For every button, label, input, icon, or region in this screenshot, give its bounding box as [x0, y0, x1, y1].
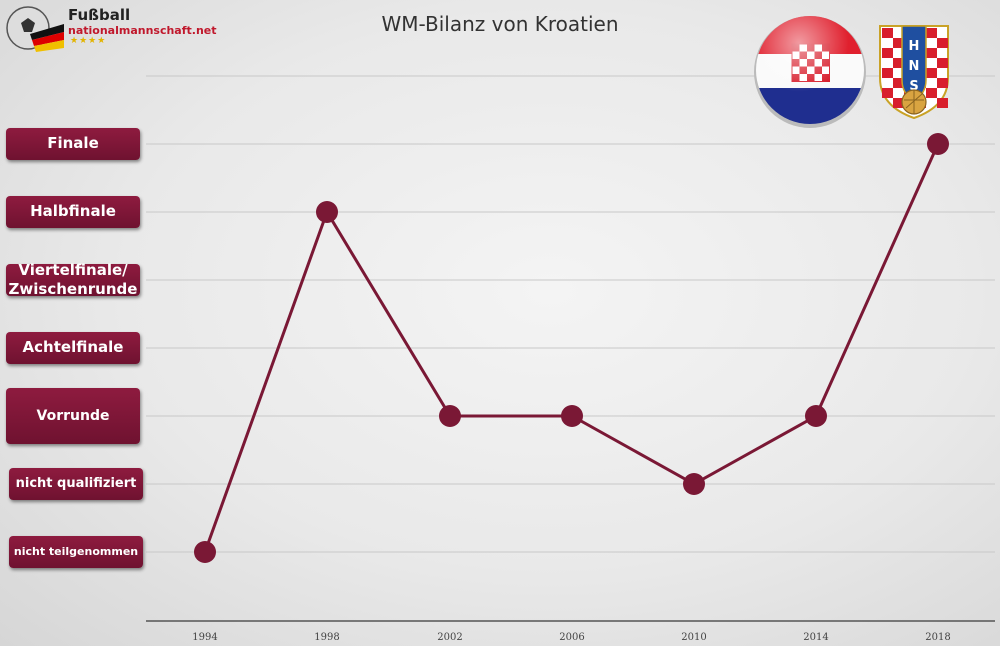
logo-text-line1: Fußball — [68, 6, 131, 24]
x-tick-label: 2014 — [803, 632, 828, 643]
stage-label: Finale — [6, 128, 140, 160]
hns-badge-icon: H N S — [879, 25, 949, 120]
stage-label: nicht teilgenommen — [9, 536, 143, 568]
stage-label: nicht qualifiziert — [9, 468, 143, 500]
badge-letter-n: N — [909, 59, 920, 74]
x-tick-label: 2010 — [681, 632, 706, 643]
badge-letter-h: H — [909, 39, 920, 54]
data-point-2006 — [561, 405, 583, 427]
data-point-2018 — [927, 133, 949, 155]
x-tick-label: 1998 — [314, 632, 339, 643]
data-point-2010 — [683, 473, 705, 495]
badge-letter-s: S — [909, 79, 918, 94]
site-logo: Fußball nationalmannschaft.net ★★★★ — [4, 4, 217, 54]
data-point-1998 — [316, 201, 338, 223]
stage-label: Halbfinale — [6, 196, 140, 228]
stage-label: Viertelfinale/ Zwischenrunde — [6, 261, 140, 298]
x-tick-label: 2002 — [437, 632, 462, 643]
data-point-2002 — [439, 405, 461, 427]
data-point-2014 — [805, 405, 827, 427]
logo-stars: ★★★★ — [70, 36, 107, 46]
stage-label: Achtelfinale — [6, 332, 140, 364]
x-tick-label: 2006 — [559, 632, 584, 643]
x-tick-label: 1994 — [192, 632, 217, 643]
chart-title: WM-Bilanz von Kroatien — [381, 12, 619, 36]
x-tick-label: 2018 — [925, 632, 950, 643]
croatia-flag-icon — [754, 16, 866, 128]
data-point-1994 — [194, 541, 216, 563]
logo-text-line2: nationalmannschaft.net — [68, 24, 217, 37]
stage-label: Vorrunde — [6, 388, 140, 444]
football-flag-icon — [6, 6, 64, 52]
